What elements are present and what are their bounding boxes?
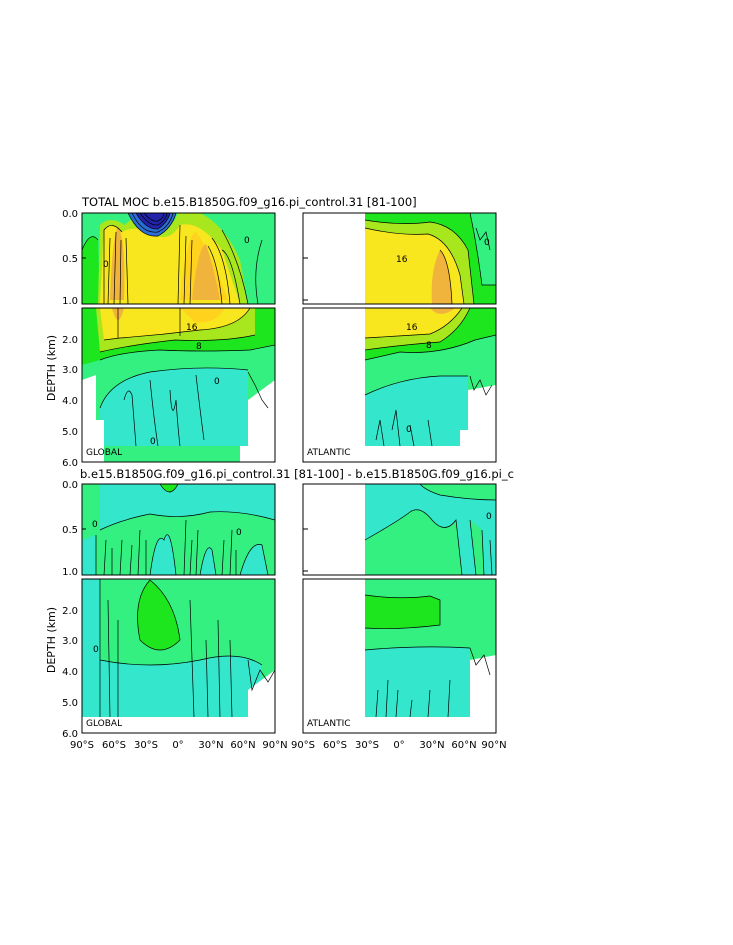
y-tick-label: 4.0 <box>62 396 78 407</box>
atlantic-y-ticks <box>82 212 308 572</box>
panel-diff-global-lower: 0 <box>82 579 275 733</box>
x-tick-label: 60°S <box>323 740 347 751</box>
chart-title-total-moc: TOTAL MOC b.e15.B1850G.f09_g16.pi_contro… <box>81 195 417 209</box>
y-tick-label: 0.5 <box>62 525 78 536</box>
y-tick-label: 1.0 <box>62 296 78 307</box>
contour-label-d16: 16 <box>406 323 418 333</box>
contour-label-c0: 0 <box>484 238 490 248</box>
contour-label-g0: 0 <box>486 512 492 522</box>
contour-label-b0: 0 <box>214 377 220 387</box>
y-tick-label: 0.0 <box>62 480 78 491</box>
contour-label-b8: 8 <box>196 342 202 352</box>
x-tick-label: 90°S <box>291 740 315 751</box>
y-tick-label: 6.0 <box>62 458 78 469</box>
x-tick-label: 90°N <box>481 740 506 751</box>
x-axis-atlantic: 90°S 60°S 30°S 0° 30°N 60°N 90°N <box>291 740 507 751</box>
contour-label-b16: 16 <box>186 323 198 333</box>
x-tick-label: 60°N <box>230 740 255 751</box>
panel-atlantic-lower: 16 8 0 <box>303 308 496 462</box>
contour-label-f0: 0 <box>93 645 99 655</box>
y-axis-bottom: 0.0 0.5 1.0 2.0 3.0 4.0 5.0 6.0 <box>62 480 78 740</box>
contour-label-a1: 0 <box>244 236 250 246</box>
panel-label-global-1: GLOBAL <box>86 448 122 458</box>
panel-diff-atlantic-lower <box>303 579 496 733</box>
y-tick-label: 3.0 <box>62 636 78 647</box>
x-axis-global: 90°S 60°S 30°S 0° 30°N 60°N 90°N <box>70 740 288 751</box>
x-tick-label: 30°S <box>355 740 379 751</box>
x-tick-label: 0° <box>172 740 183 751</box>
x-tick-label: 60°N <box>451 740 476 751</box>
y-tick-label: 2.0 <box>62 335 78 346</box>
panel-label-atlantic-1: ATLANTIC <box>307 448 351 458</box>
x-tick-label: 90°S <box>70 740 94 751</box>
contour-label-a0: 0 <box>103 260 109 270</box>
frame-atlantic-lower <box>302 307 497 463</box>
frame-diff-atlantic-lower <box>302 578 497 734</box>
x-tick-label: 30°N <box>198 740 223 751</box>
y-tick-label: 0.5 <box>62 254 78 265</box>
y-tick-label: 4.0 <box>62 667 78 678</box>
contour-label-b0b: 0 <box>150 437 156 447</box>
panel-diff-global-upper: 0 0 <box>82 484 275 575</box>
panel-label-global-2: GLOBAL <box>86 719 122 729</box>
panel-global-lower: 16 8 0 0 <box>82 308 275 462</box>
frame-global-lower <box>81 307 276 463</box>
y-tick-label: 1.0 <box>62 567 78 578</box>
chart-title-difference: b.e15.B1850G.f09_g16.pi_control.31 [81-1… <box>80 467 514 481</box>
contour-label-e0b: 0 <box>236 528 242 538</box>
y-axis-title-top: DEPTH (km) <box>45 335 58 401</box>
y-tick-label: 5.0 <box>62 427 78 438</box>
panel-label-atlantic-2: ATLANTIC <box>307 719 351 729</box>
panel-diff-atlantic-upper: 0 <box>303 484 496 575</box>
x-tick-label: 30°S <box>134 740 158 751</box>
panel-global-upper: 0 0 <box>82 213 275 304</box>
panel-atlantic-upper: 16 0 <box>303 213 496 304</box>
x-tick-label: 60°S <box>102 740 126 751</box>
contour-label-d0: 0 <box>406 425 412 435</box>
x-tick-label: 0° <box>393 740 404 751</box>
y-tick-label: 3.0 <box>62 365 78 376</box>
contour-label-c16: 16 <box>396 255 408 265</box>
y-tick-label: 2.0 <box>62 606 78 617</box>
y-tick-label: 0.0 <box>62 209 78 220</box>
x-tick-label: 30°N <box>419 740 444 751</box>
contour-label-d8: 8 <box>426 341 432 351</box>
y-tick-label: 5.0 <box>62 698 78 709</box>
frame-diff-global-lower <box>81 578 276 734</box>
y-axis-title-bottom: DEPTH (km) <box>45 607 58 673</box>
contour-label-e0a: 0 <box>92 520 98 530</box>
y-tick-label: 6.0 <box>62 729 78 740</box>
x-tick-label: 90°N <box>262 740 287 751</box>
y-axis-top: 0.0 0.5 1.0 2.0 3.0 4.0 5.0 6.0 <box>62 209 78 469</box>
